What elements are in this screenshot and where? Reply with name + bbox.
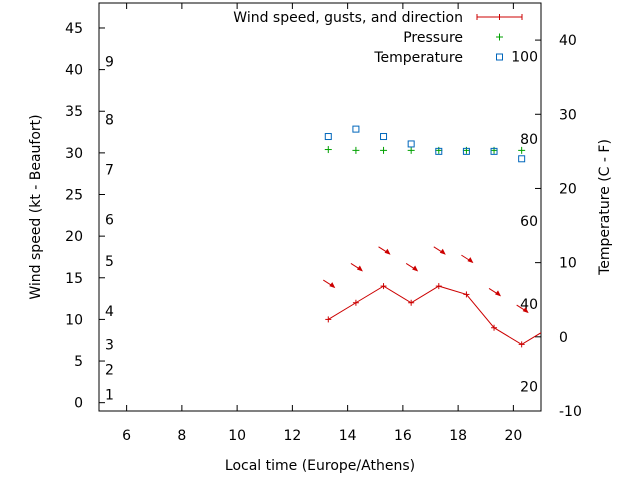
plot-area: [323, 125, 552, 348]
legend: Wind speed, gusts, and direction Pressure…: [233, 10, 523, 66]
fahrenheit-label: 20: [520, 380, 538, 396]
y-tick-label: 30: [65, 146, 83, 162]
y-tick-label: 25: [65, 188, 83, 204]
wind-speed-point: [408, 299, 415, 306]
wind-direction-arrow: [516, 304, 529, 314]
y-tick-label: 0: [74, 396, 83, 412]
y2-axis-title: Temperature (C - F): [597, 139, 613, 276]
temperature-point: [352, 125, 360, 133]
wind-speed-line: [328, 285, 541, 345]
wind-speed-point: [491, 324, 498, 331]
arrow-head: [412, 265, 419, 272]
y-tick-label: 45: [65, 21, 83, 37]
y-tick-label: 5: [74, 354, 83, 370]
beaufort-label: 3: [105, 337, 114, 353]
plot-frame: [98, 2, 542, 412]
pressure-point: [324, 146, 332, 154]
plot-series: [323, 125, 552, 348]
legend-label-wind: Wind speed, gusts, and direction: [233, 10, 463, 26]
y-tick-label: 15: [65, 271, 83, 287]
x-tick-label: 18: [449, 428, 467, 444]
y2-tick-label: 40: [559, 33, 577, 49]
wind-direction-arrow: [488, 288, 502, 297]
x-tick-label: 6: [122, 428, 131, 444]
beaufort-label: 9: [105, 54, 114, 70]
x-tick-label: 8: [177, 428, 186, 444]
y2-tick-label: 10: [559, 256, 577, 272]
x-tick-label: 16: [394, 428, 412, 444]
arrow-head: [356, 265, 363, 272]
x-tick-label: 12: [283, 428, 301, 444]
x-tick-label: 20: [504, 428, 522, 444]
beaufort-label: 4: [105, 304, 114, 320]
wind-speed-point: [463, 291, 470, 298]
temperature-point: [435, 147, 443, 155]
y-tick-label: 10: [65, 312, 83, 328]
temperature-point: [518, 155, 526, 163]
x-tick-label: 10: [228, 428, 246, 444]
wind-direction-arrow: [461, 254, 474, 264]
wind-direction-arrow: [323, 279, 336, 289]
y-axis-title: Wind speed (kt - Beaufort): [28, 114, 44, 299]
arrow-head: [329, 282, 336, 289]
y2-tick-label: 30: [559, 107, 577, 123]
arrow-head: [495, 290, 502, 297]
wind-direction-arrow: [405, 263, 419, 272]
wind-speed-point: [435, 283, 442, 290]
beaufort-label: 1: [105, 387, 114, 403]
wind-direction-arrow: [350, 263, 363, 272]
legend-sample-temperature: [496, 53, 503, 61]
fahrenheit-label: 80: [520, 132, 538, 148]
y2-tick-label: 20: [559, 181, 577, 197]
wind-speed-point: [546, 325, 552, 331]
wind-speed-point: [352, 299, 359, 306]
pressure-point: [352, 146, 360, 154]
fahrenheit-label: 40: [520, 297, 538, 313]
pressure-point: [407, 146, 415, 154]
temperature-point: [462, 147, 470, 155]
wind-speed-point: [325, 316, 332, 323]
beaufort-label: 7: [105, 163, 114, 179]
y-tick-label: 20: [65, 229, 83, 245]
temperature-point: [380, 133, 388, 141]
beaufort-label: 8: [105, 113, 114, 129]
wind-direction-arrow: [378, 246, 391, 255]
axes: 6 8 10 12 14 16 18 20051015202530354045-1001020…: [28, 2, 613, 474]
pressure-point: [380, 146, 388, 154]
arrow-head: [439, 248, 446, 255]
arrow-head: [522, 307, 529, 314]
y2-tick-label: 0: [559, 330, 568, 346]
fahrenheit-label: 100: [511, 49, 538, 65]
arrow-head: [384, 248, 391, 255]
y-tick-label: 35: [65, 104, 83, 120]
legend-label-temperature: Temperature: [373, 50, 463, 66]
fahrenheit-label: 60: [520, 214, 538, 230]
arrow-head: [467, 257, 474, 264]
temperature-point: [407, 140, 415, 148]
wind-direction-arrow: [433, 246, 446, 255]
y2-tick-label: -10: [559, 404, 582, 420]
x-tick-label: 14: [339, 428, 357, 444]
pressure-point: [518, 146, 526, 154]
beaufort-label: 2: [105, 362, 114, 378]
beaufort-label: 6: [105, 212, 114, 228]
wind-speed-point: [518, 341, 525, 348]
temperature-point: [490, 147, 498, 155]
wind-speed-point: [380, 283, 387, 290]
legend-label-pressure: Pressure: [403, 30, 463, 46]
y-tick-label: 40: [65, 63, 83, 79]
x-axis-title: Local time (Europe/Athens): [225, 458, 415, 474]
beaufort-label: 5: [105, 254, 114, 270]
temperature-point: [324, 133, 332, 141]
